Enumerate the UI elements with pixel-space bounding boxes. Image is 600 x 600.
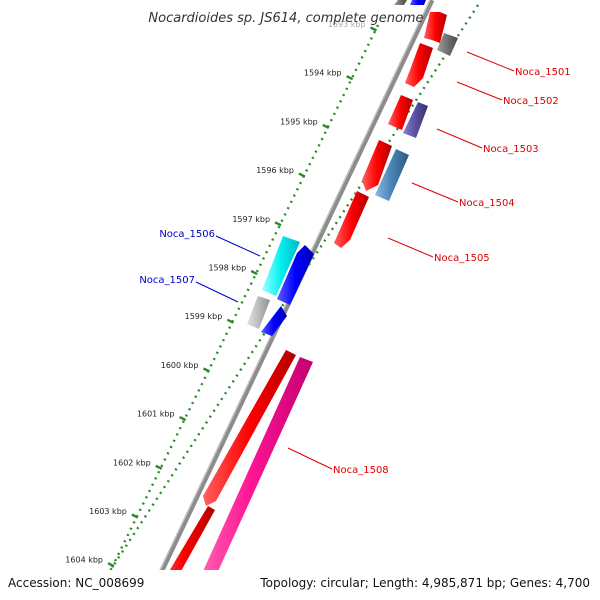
kbp-tick-label: 1598 kbp [208, 264, 246, 273]
kbp-tick-label: 1597 kbp [232, 215, 270, 224]
kbp-tick [155, 464, 163, 470]
kbp-tick-label: 1601 kbp [137, 410, 175, 419]
map-title: Nocardioides sp. JS614, complete genome [148, 11, 423, 26]
cds-noca-1507-partner [261, 306, 287, 336]
kbp-tick-label: 1596 kbp [256, 166, 294, 175]
kbp-tick [179, 416, 187, 422]
kbp-tick-label: 1602 kbp [113, 458, 151, 467]
cds-noca-1506-partner [277, 245, 314, 305]
kbp-tick-label: 1593 kbp [328, 20, 366, 29]
cds-noca-1500 [410, 0, 426, 5]
kbp-tick [131, 513, 139, 519]
cds-features [152, 0, 458, 600]
cds-noca-1504-a [362, 140, 392, 191]
cds-noca-1505 [334, 191, 369, 248]
cds-noca-1501-partner [424, 12, 447, 43]
gene-label: Noca_1505 [434, 253, 490, 264]
kbp-tick [107, 562, 115, 568]
topology-text: Topology: circular; Length: 4,985,871 bp… [259, 576, 590, 590]
kbp-tick-label: 1600 kbp [161, 361, 199, 370]
kbp-tick [346, 75, 354, 81]
kbp-tick-label: 1599 kbp [185, 312, 223, 321]
kbp-tick-marks [107, 26, 378, 568]
kbp-tick-label: 1595 kbp [280, 117, 318, 126]
kbp-tick [322, 123, 330, 129]
gene-label: Noca_1508 [333, 465, 389, 476]
kbp-tick [274, 221, 282, 227]
cds-noca-1499 [394, 0, 407, 5]
cds-noca-1502 [405, 43, 433, 87]
gene-label: Noca_1506 [159, 229, 215, 240]
kbp-tick [298, 172, 306, 178]
outer-tick-ring [89, 4, 480, 600]
gene-label: Noca_1504 [459, 198, 515, 209]
gene-label: Noca_1503 [483, 144, 539, 155]
gene-label: Noca_1502 [503, 96, 559, 107]
cds-noca-1504 [375, 149, 409, 201]
kbp-tick-labels: 1593 kbp 1594 kbp 1595 kbp 1596 kbp 1597 kbp… [65, 20, 365, 565]
cds-noca-1508 [190, 357, 313, 600]
kbp-tick-label: 1604 kbp [65, 556, 103, 565]
cds-noca-1507 [247, 296, 270, 329]
cds-noca-1506 [262, 236, 300, 296]
kbp-tick [202, 367, 210, 373]
accession-text: Accession: NC_008699 [8, 576, 144, 590]
gene-label: Noca_1507 [139, 275, 195, 286]
kbp-tick [369, 26, 378, 32]
inner-tick-ring [94, 24, 380, 600]
cds-noca-1501 [437, 33, 458, 56]
cds-noca-1503 [403, 102, 428, 138]
gene-label: Noca_1501 [515, 67, 571, 78]
kbp-tick [226, 318, 234, 324]
cds-noca-1508-a [203, 350, 296, 506]
footer-band [0, 570, 600, 600]
gene-labels: Noca_1501 Noca_1502 Noca_1503 Noca_1504 … [139, 67, 570, 476]
cds-noca-1503-a [388, 95, 413, 130]
kbp-tick-label: 1603 kbp [89, 507, 127, 516]
kbp-tick-label: 1594 kbp [304, 69, 342, 78]
kbp-tick [250, 269, 258, 276]
gene-callouts [195, 51, 515, 470]
